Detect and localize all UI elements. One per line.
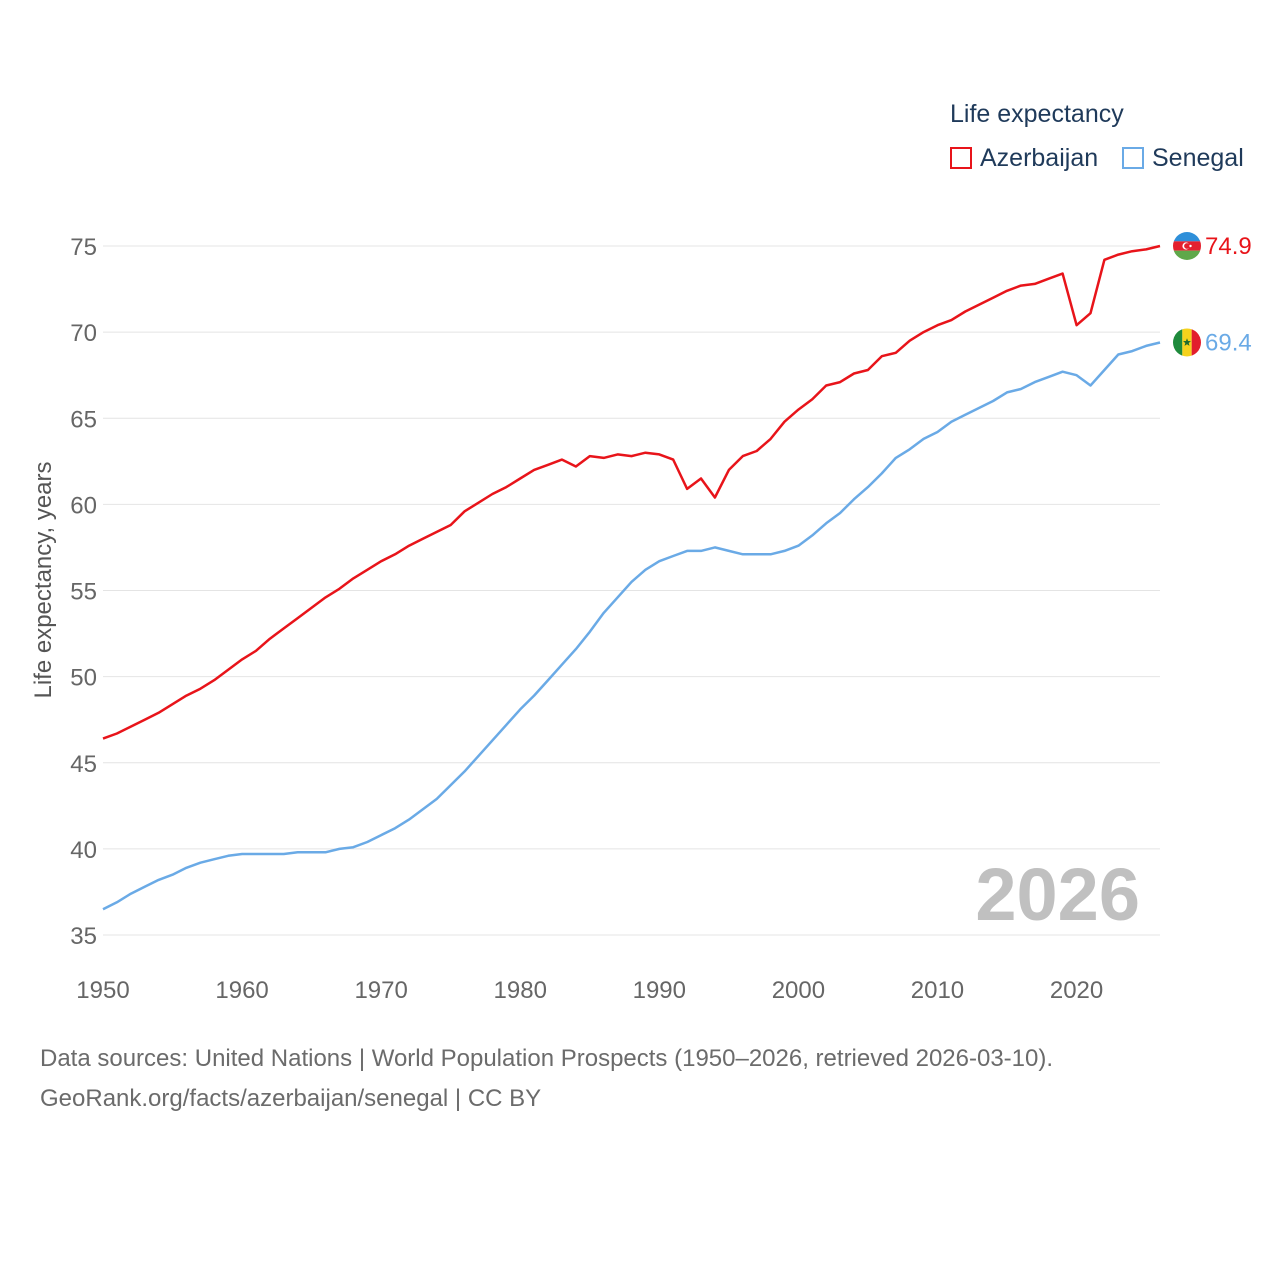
x-tick-label: 1990 — [633, 977, 686, 1004]
y-tick-label: 55 — [70, 579, 97, 606]
end-markers: 74.9 69.4 — [1173, 232, 1252, 357]
legend-item-senegal[interactable]: Senegal — [1122, 143, 1244, 173]
series-line-senegal — [102, 341, 1161, 911]
y-tick-label: 70 — [70, 320, 97, 347]
legend-title: Life expectancy — [950, 100, 1124, 128]
big-year-watermark: 2026 — [975, 853, 1140, 936]
legend-label-azerbaijan: Azerbaijan — [980, 143, 1099, 172]
y-tick-label: 45 — [70, 751, 97, 778]
x-tick-label: 1970 — [354, 977, 407, 1004]
x-tick-label: 2020 — [1050, 977, 1103, 1004]
y-tick-label: 60 — [70, 492, 97, 519]
y-tick-label: 35 — [70, 923, 97, 950]
source-line: Data sources: United Nations | World Pop… — [40, 1045, 1054, 1072]
x-tick-label: 1980 — [494, 977, 547, 1004]
y-tick-label: 40 — [70, 837, 97, 864]
source-link[interactable]: GeoRank.org/facts/azerbaijan/senegal | C… — [40, 1085, 542, 1112]
legend-label-senegal: Senegal — [1152, 143, 1244, 172]
series-lines — [102, 244, 1161, 911]
legend-swatch-senegal — [1122, 147, 1144, 169]
x-tick-label: 2010 — [911, 977, 964, 1004]
legend-swatch-azerbaijan — [950, 147, 972, 169]
x-tick-label: 1960 — [215, 977, 268, 1004]
senegal-flag-icon — [1173, 328, 1201, 357]
azerbaijan-flag-icon — [1173, 232, 1201, 260]
series-line-azerbaijan — [102, 244, 1161, 740]
legend-item-azerbaijan[interactable]: Azerbaijan — [950, 143, 1098, 173]
x-tick-label: 1950 — [76, 977, 129, 1004]
x-tick-label: 2000 — [772, 977, 825, 1004]
y-tick-label: 50 — [70, 665, 97, 692]
end-value-label-senegal: 69.4 — [1205, 329, 1252, 356]
grid-lines — [103, 245, 1160, 936]
end-value-label-azerbaijan: 74.9 — [1205, 233, 1252, 260]
y-tick-label: 65 — [70, 406, 97, 433]
y-tick-labels: 35 40 45 50 55 60 65 70 75 — [70, 234, 97, 950]
y-tick-label: 75 — [70, 234, 97, 261]
x-tick-labels: 1950 1960 1970 1980 1990 2000 2010 2020 — [76, 977, 1103, 1004]
y-axis-label: Life expectancy, years — [30, 461, 57, 698]
